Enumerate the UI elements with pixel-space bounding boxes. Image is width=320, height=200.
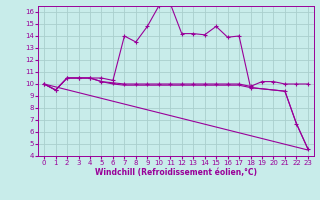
X-axis label: Windchill (Refroidissement éolien,°C): Windchill (Refroidissement éolien,°C)	[95, 168, 257, 177]
